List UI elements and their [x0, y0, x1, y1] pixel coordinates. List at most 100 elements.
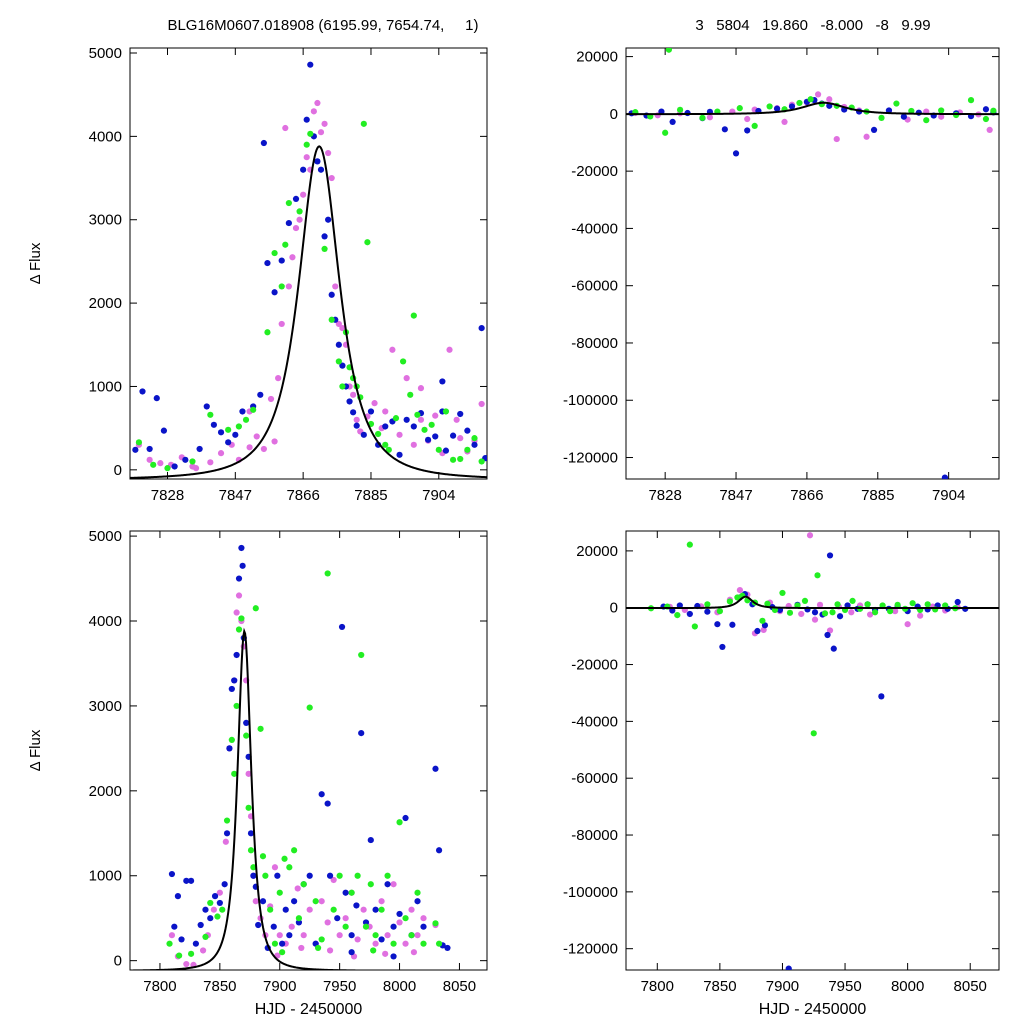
y-tick-label: 0	[114, 953, 122, 970]
data-point	[396, 819, 403, 826]
data-point	[291, 898, 298, 905]
data-point	[726, 598, 733, 605]
data-point	[761, 622, 769, 629]
data-point	[247, 847, 255, 854]
data-point	[402, 915, 409, 922]
data-point	[348, 889, 355, 896]
data-point	[684, 109, 691, 117]
data-point	[303, 116, 310, 123]
data-point	[178, 936, 185, 943]
data-point	[339, 325, 346, 332]
data-point	[285, 199, 292, 207]
data-point	[432, 765, 439, 772]
data-point	[779, 589, 786, 597]
data-point	[938, 107, 945, 114]
data-point	[346, 398, 353, 405]
data-point	[382, 441, 389, 448]
data-point	[924, 601, 931, 608]
series-green	[647, 541, 959, 737]
data-point	[217, 429, 225, 436]
data-point	[704, 601, 711, 608]
data-point	[310, 108, 317, 115]
data-point	[225, 439, 232, 446]
data-point	[378, 906, 385, 913]
x-tick-label: 7800	[641, 978, 674, 995]
data-point	[235, 575, 243, 582]
model-curve	[130, 145, 487, 479]
data-point	[157, 460, 164, 467]
data-point	[417, 416, 425, 423]
data-point	[863, 133, 870, 140]
x-tick-label: 7885	[354, 487, 387, 504]
data-point	[318, 936, 325, 943]
model-curve	[626, 595, 999, 610]
data-point	[196, 445, 203, 453]
data-point	[231, 770, 238, 777]
data-point	[160, 427, 168, 434]
data-point	[262, 872, 269, 879]
data-point	[736, 105, 743, 112]
data-point	[372, 906, 379, 913]
data-point	[223, 830, 231, 837]
data-point	[390, 881, 397, 888]
data-point	[332, 283, 339, 290]
data-point	[878, 114, 885, 121]
data-point	[207, 411, 214, 418]
data-point	[714, 621, 721, 628]
data-point	[734, 594, 741, 601]
data-point	[826, 96, 833, 103]
data-point	[326, 947, 334, 954]
data-point	[300, 191, 307, 198]
data-point	[444, 944, 451, 952]
data-point	[247, 830, 255, 837]
data-point	[342, 923, 349, 930]
data-point	[303, 141, 310, 148]
data-point	[364, 239, 371, 246]
data-point	[665, 48, 672, 53]
data-point	[392, 415, 400, 422]
data-point	[192, 940, 199, 947]
data-point	[824, 631, 831, 639]
x-tick-label: 7828	[648, 487, 681, 504]
data-point	[729, 621, 736, 628]
data-point	[699, 114, 706, 121]
data-point	[353, 416, 360, 423]
data-point	[390, 940, 397, 947]
data-point	[360, 906, 367, 913]
data-point	[146, 456, 153, 463]
data-point	[225, 426, 232, 433]
data-point	[385, 446, 392, 453]
data-point	[292, 224, 300, 232]
data-point	[260, 445, 267, 453]
data-point	[754, 627, 761, 635]
data-point	[219, 906, 226, 913]
data-point	[358, 729, 365, 737]
data-point	[168, 932, 176, 939]
data-point	[414, 411, 421, 418]
y-tick-label: -120000	[563, 941, 618, 958]
data-point	[207, 899, 214, 907]
x-tick-label: 7900	[766, 978, 799, 995]
data-point	[686, 610, 693, 618]
data-point	[296, 208, 303, 215]
plot-area	[626, 48, 999, 479]
data-point	[402, 814, 409, 822]
data-point	[367, 408, 375, 415]
data-point	[691, 623, 698, 630]
data-point	[382, 950, 389, 957]
data-point	[307, 130, 314, 137]
y-tick-label: -100000	[563, 884, 618, 901]
data-point	[257, 725, 264, 732]
data-point	[370, 947, 377, 954]
data-point	[402, 940, 409, 947]
data-point	[228, 685, 235, 693]
data-point	[336, 932, 343, 939]
data-point	[260, 139, 267, 147]
data-point	[885, 107, 893, 114]
data-point	[264, 329, 271, 336]
y-tick-label: -40000	[571, 713, 618, 730]
data-point	[478, 400, 485, 408]
data-point	[449, 432, 457, 439]
data-point	[420, 940, 427, 947]
